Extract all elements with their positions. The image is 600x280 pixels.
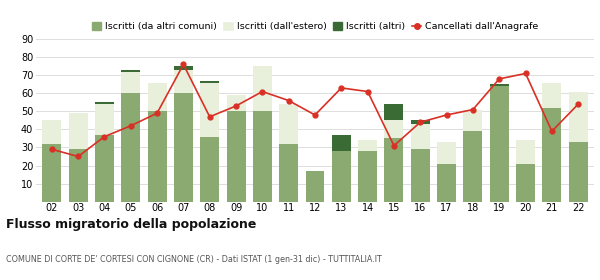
Bar [490,86,509,202]
Bar [463,131,482,202]
Bar [200,137,219,202]
Bar [174,70,193,93]
Bar [68,113,88,149]
Bar [279,104,298,144]
Bar [463,109,482,131]
Bar [332,151,351,202]
Bar [516,164,535,202]
Bar [68,149,88,202]
Bar [569,92,587,142]
Bar [385,138,403,202]
Bar [200,83,219,137]
Bar [411,149,430,202]
Bar [437,164,456,202]
Bar [542,108,562,202]
Bar [569,142,587,202]
Bar [121,70,140,72]
Bar [227,95,245,111]
Bar [516,140,535,164]
Bar [148,111,167,202]
Bar [95,102,114,104]
Text: Flusso migratorio della popolazione: Flusso migratorio della popolazione [6,218,256,231]
Bar [121,72,140,93]
Bar [385,120,403,138]
Bar [542,83,562,108]
Bar [385,104,403,120]
Bar [332,135,351,151]
Bar [279,144,298,202]
Bar [174,93,193,202]
Bar [43,120,61,144]
Bar [200,81,219,83]
Bar [95,135,114,202]
Text: COMUNE DI CORTE DE' CORTESI CON CIGNONE (CR) - Dati ISTAT (1 gen-31 dic) - TUTTI: COMUNE DI CORTE DE' CORTESI CON CIGNONE … [6,255,382,264]
Bar [411,120,430,124]
Bar [148,83,167,111]
Bar [437,142,456,164]
Bar [490,84,509,86]
Bar [43,144,61,202]
Bar [95,104,114,135]
Bar [174,66,193,70]
Bar [305,171,325,202]
Bar [121,93,140,202]
Legend: Iscritti (da altri comuni), Iscritti (dall'estero), Iscritti (altri), Cancellati: Iscritti (da altri comuni), Iscritti (da… [92,22,538,31]
Bar [227,111,245,202]
Bar [358,140,377,151]
Bar [253,111,272,202]
Bar [358,151,377,202]
Bar [411,124,430,149]
Bar [253,66,272,111]
